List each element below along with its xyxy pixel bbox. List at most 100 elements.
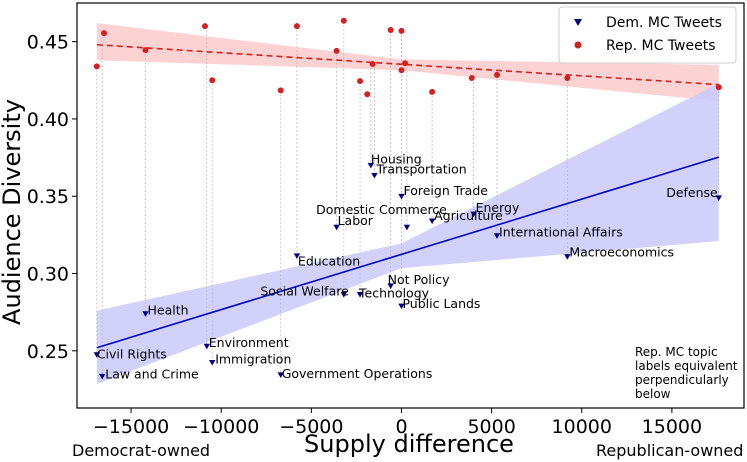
y-tick-label: 0.45 [27, 32, 69, 54]
topic-label: Domestic Commerce [316, 202, 447, 217]
rep-point [468, 74, 475, 81]
topic-label: Foreign Trade [403, 183, 488, 198]
x-tick-label: 5000 [467, 416, 515, 438]
topic-label: Health [148, 303, 189, 318]
y-axis-ticks: 0.25 0.30 0.35 0.40 0.45 [27, 32, 77, 363]
y-tick-label: 0.30 [27, 264, 69, 286]
dem-points [93, 162, 722, 380]
right-side-label: Republican-owned [596, 441, 743, 460]
rep-point [293, 23, 300, 30]
rep-point [333, 47, 340, 54]
dem-point [209, 359, 216, 366]
legend-rep-label: Rep. MC Tweets [606, 38, 716, 54]
legend-dem-label: Dem. MC Tweets [606, 15, 722, 31]
dem-point [340, 291, 347, 298]
plot-frame [76, 2, 745, 409]
topic-label: Transportation [375, 161, 466, 176]
topic-label: Defense [666, 185, 718, 200]
rep-point [93, 63, 100, 70]
x-axis-ticks: −15000 −10000 −5000 0 5000 10000 15000 [93, 408, 702, 438]
y-tick-label: 0.35 [27, 186, 69, 208]
regression-lines [96, 43, 719, 349]
topic-label: Agriculture [434, 208, 503, 223]
topic-label: Civil Rights [97, 347, 167, 362]
rep-point [369, 61, 376, 68]
dem-point [715, 195, 722, 201]
rep-point [277, 87, 284, 94]
rep-point [398, 67, 405, 74]
rep-point [364, 91, 371, 98]
dem-point [203, 343, 210, 350]
x-tick-label: 10000 [552, 416, 612, 438]
topic-label: Law and Crime [105, 366, 199, 381]
left-side-label: Democrat-owned [72, 441, 210, 460]
dem-point [403, 224, 411, 231]
rep-point [564, 74, 571, 81]
rep-point [209, 77, 216, 84]
x-axis-label: Supply difference [304, 430, 514, 458]
dem-point [367, 162, 375, 169]
dem-point [493, 233, 501, 239]
rep-point [398, 27, 405, 34]
x-tick-label: 0 [395, 416, 407, 438]
dem-point [99, 373, 106, 380]
dem-point [333, 224, 340, 231]
topic-label: Education [298, 254, 360, 269]
topic-label: Government Operations [282, 366, 433, 381]
topic-label: Public Lands [402, 296, 480, 311]
x-tick-label: 15000 [642, 416, 702, 438]
rep-point [429, 88, 436, 95]
rep-fit-line [96, 43, 719, 86]
legend-rep-marker [574, 41, 582, 49]
dem-point [356, 291, 364, 298]
dem-point [428, 218, 436, 225]
legend-dem-marker [574, 19, 582, 26]
dem-point [470, 211, 477, 218]
dem-point [93, 352, 101, 358]
rep-point [340, 17, 347, 24]
y-axis-label: Audience Diversity [0, 99, 26, 325]
rep-point [715, 84, 722, 91]
dem-point [142, 311, 149, 317]
legend-box [558, 6, 737, 64]
topic-labels: Civil Rights Law and Crime Health Environme… [97, 151, 718, 381]
note-line: Rep. MC topic [635, 345, 718, 359]
note-line: perpendicularly [635, 373, 729, 387]
rep-point [142, 47, 149, 54]
topic-label: Immigration [215, 351, 291, 366]
topic-label: Not Policy [388, 272, 450, 287]
rep-points [93, 17, 722, 98]
topic-label: Housing [371, 151, 422, 166]
dem-fit-line [96, 156, 719, 349]
rep-point [201, 23, 208, 30]
y-tick-label: 0.25 [27, 341, 69, 363]
rep-point [357, 78, 364, 85]
rep-point [387, 27, 394, 34]
y-tick-label: 0.40 [27, 109, 69, 131]
x-tick-label: −5000 [279, 416, 343, 438]
topic-label: Macroeconomics [569, 245, 674, 260]
rep-point [494, 71, 501, 78]
dem-confidence-band [96, 83, 719, 385]
topic-label: Technology [358, 285, 430, 300]
x-tick-label: −15000 [93, 416, 169, 438]
note: Rep. MC topic labels equivalent perpendi… [635, 345, 738, 401]
dem-point [564, 254, 571, 260]
dem-point [277, 372, 284, 378]
dem-point [398, 193, 405, 200]
legend: Dem. MC Tweets Rep. MC Tweets [558, 6, 737, 64]
dem-point [371, 172, 378, 179]
x-tick-label: −10000 [183, 416, 259, 438]
topic-label: Labor [338, 213, 374, 228]
dem-point [398, 303, 405, 310]
rep-point [402, 60, 409, 67]
dem-point [293, 253, 301, 259]
drop-lines [96, 20, 720, 377]
topic-label: Environment [209, 335, 289, 350]
note-line: labels equivalent [635, 359, 738, 373]
dem-point [387, 283, 394, 290]
topic-label: Energy [476, 200, 520, 215]
rep-point [101, 30, 108, 37]
note-line: below [635, 387, 671, 401]
